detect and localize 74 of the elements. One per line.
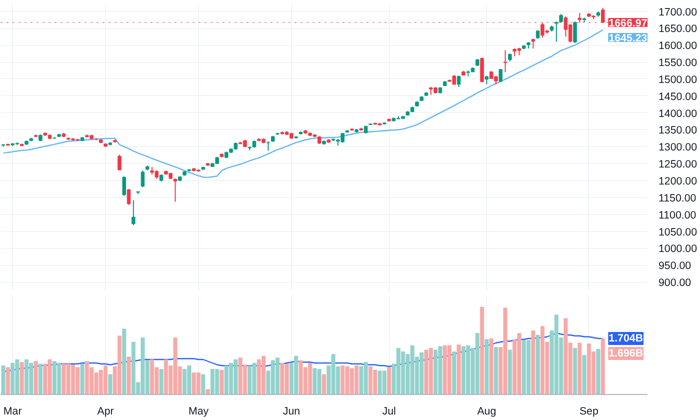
bar [578, 342, 582, 394]
candlestick [554, 20, 558, 42]
x-tick-label: Jun [282, 406, 300, 418]
bar [582, 354, 586, 394]
bar [34, 361, 38, 394]
y-tick-label: 1500.00 [658, 74, 698, 86]
bar [536, 334, 540, 394]
candlestick [531, 38, 536, 49]
candlestick [173, 178, 178, 202]
y-tick-label: 1700.00 [658, 6, 698, 18]
x-tick-label: Apr [97, 406, 114, 418]
candlestick [456, 75, 461, 88]
y-tick-label: 900.00 [658, 277, 692, 290]
line-series [2, 29, 604, 178]
y-tick-label: 1550.00 [658, 57, 698, 70]
bar [387, 367, 392, 394]
y-tick-label: 1400.00 [658, 108, 698, 120]
bar [126, 356, 131, 394]
bar [220, 370, 224, 394]
bar [80, 364, 84, 394]
candlestick [601, 7, 605, 24]
bar [484, 339, 489, 394]
y-tick-label: 1300.00 [658, 142, 698, 154]
y-tick-label: 1050.00 [658, 226, 698, 238]
y-tick-label: 1100.00 [658, 209, 696, 222]
bar [206, 389, 210, 394]
y-tick-label: 1200.00 [658, 176, 698, 188]
bar [6, 367, 10, 394]
bar [456, 344, 461, 394]
ref-line-label: 1666.97 [608, 17, 648, 30]
y-tick-label: 1250.00 [658, 158, 698, 171]
x-tick-label: Jul [382, 406, 396, 418]
bar [480, 306, 484, 394]
candlestick [122, 176, 126, 196]
bar [159, 368, 164, 394]
bar [572, 348, 577, 394]
y-tick-label: 1350.00 [658, 124, 698, 137]
x-tick-label: May [188, 406, 210, 418]
bar [452, 351, 456, 394]
bar [122, 328, 126, 394]
bar [201, 374, 206, 394]
candlestick [573, 20, 577, 44]
text: 1.704B [608, 332, 644, 344]
bar [20, 362, 24, 394]
y-tick-label: 1150.00 [658, 192, 696, 204]
candlestick [140, 170, 145, 188]
bar [322, 374, 326, 394]
x-tick-label: Sep [579, 406, 598, 418]
x-tick-label: Aug [477, 406, 496, 418]
y-tick-label: 1450.00 [658, 90, 698, 103]
x-tick-label: Mar [3, 406, 22, 418]
candlestick [498, 68, 502, 83]
y-tick-label: 950.00 [658, 260, 692, 272]
y-tick-label: 1000.00 [658, 243, 698, 256]
candlestick [480, 57, 484, 83]
text: 1645.23 [608, 32, 648, 44]
y-tick-label: 1650.00 [658, 23, 698, 36]
bar [600, 338, 605, 394]
bar [596, 348, 600, 394]
text: 1.696B [608, 348, 644, 360]
bar [1, 365, 6, 394]
bar [494, 347, 498, 394]
candlestick [266, 140, 270, 152]
y-tick-label: 1600.00 [658, 40, 698, 52]
bar [38, 364, 42, 394]
bar [531, 330, 536, 394]
candlestick [132, 200, 136, 226]
candlestick [578, 12, 582, 24]
bar [489, 338, 494, 394]
bar [508, 350, 512, 394]
candlestick [118, 154, 122, 171]
bar [108, 374, 112, 394]
candlestick [503, 50, 508, 73]
candlestick [126, 188, 131, 206]
